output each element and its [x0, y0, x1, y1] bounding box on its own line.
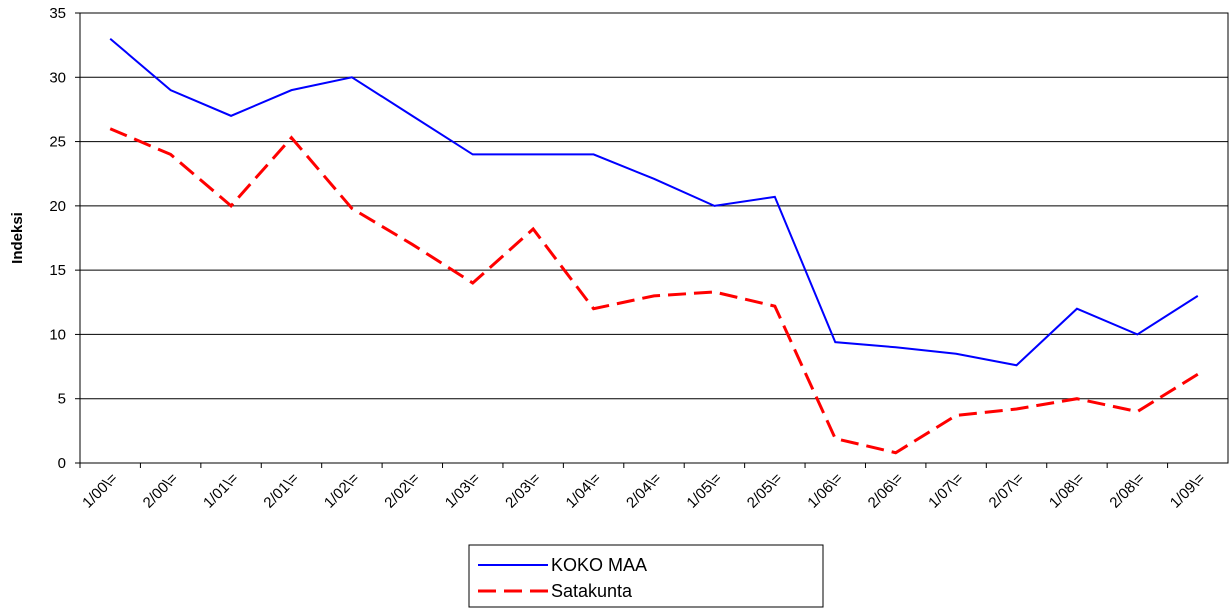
x-tick-label: 2/03\=: [502, 470, 544, 512]
y-tick-label: 5: [58, 391, 66, 408]
x-tick-label: 2/04\=: [623, 470, 665, 512]
x-tick-label: 2/05\=: [744, 470, 786, 512]
legend-label: KOKO MAA: [551, 555, 647, 575]
x-tick-label: 1/05\=: [683, 470, 725, 512]
x-tick-label: 1/03\=: [442, 470, 484, 512]
y-tick-label: 25: [49, 134, 66, 151]
plot-border: [79, 12, 1229, 464]
y-tick-label: 10: [49, 326, 66, 343]
y-tick-label: 35: [49, 5, 66, 22]
y-tick-label: 15: [49, 262, 66, 279]
x-tick-label: 1/00\=: [79, 470, 121, 512]
y-tick-label: 30: [49, 69, 66, 86]
x-tick-label: 1/02\=: [321, 470, 363, 512]
x-tick-label: 2/08\=: [1106, 470, 1148, 512]
x-tick-label: 2/06\=: [865, 470, 907, 512]
x-tick-label: 1/08\=: [1046, 470, 1088, 512]
y-tick-label: 0: [58, 455, 66, 472]
x-tick-label: 1/07\=: [925, 470, 967, 512]
line-series: [109, 127, 1199, 455]
x-tick-label: 1/01\=: [200, 470, 242, 512]
x-tick-label: 2/02\=: [381, 470, 423, 512]
legend-box: [468, 544, 824, 608]
x-tick-label: 2/07\=: [986, 470, 1028, 512]
y-tick-label: 20: [49, 198, 66, 215]
x-tick-label: 1/09\=: [1167, 470, 1209, 512]
y-axis-label: Indeksi: [9, 212, 26, 264]
x-tick-label: 1/06\=: [804, 470, 846, 512]
x-tick-label: 2/01\=: [260, 470, 302, 512]
legend-label: Satakunta: [551, 581, 633, 601]
x-tick-label: 1/04\=: [563, 470, 605, 512]
line-series: [109, 37, 1199, 367]
x-tick-label: 2/00\=: [140, 470, 182, 512]
